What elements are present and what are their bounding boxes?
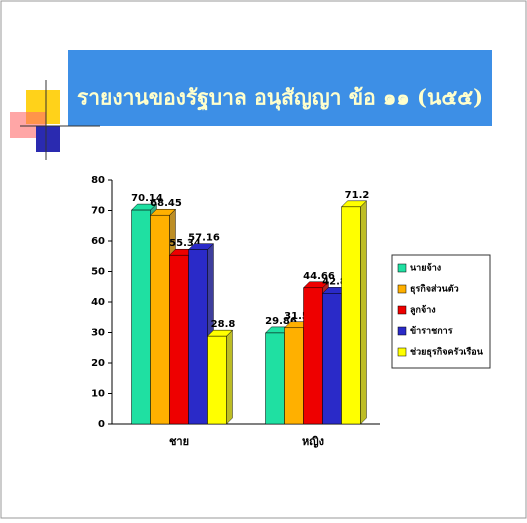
value-label: 31.55 — [284, 311, 316, 322]
legend-swatch — [397, 263, 407, 273]
y-tick-label: 70 — [91, 206, 105, 217]
legend-label: ช่วยธุรกิจครัวเรือน — [410, 346, 484, 358]
bar — [322, 293, 342, 425]
legend-swatch — [397, 347, 407, 357]
value-label: 68.45 — [150, 198, 182, 209]
y-tick-label: 50 — [91, 267, 105, 278]
bar — [303, 287, 323, 425]
y-tick-label: 0 — [98, 419, 105, 430]
legend-label: ธุรกิจส่วนตัว — [410, 284, 459, 295]
bar — [188, 249, 208, 425]
bar — [207, 335, 227, 425]
value-label: 57.16 — [188, 233, 220, 244]
legend-swatch — [397, 326, 407, 336]
legend — [391, 254, 491, 369]
value-label: 29.86 — [265, 316, 297, 327]
bar — [169, 254, 189, 425]
value-label: 55.34 — [169, 238, 201, 249]
value-label: 71.2 — [345, 190, 370, 201]
value-label: 42.84 — [322, 276, 354, 287]
bar — [284, 327, 304, 425]
legend-swatch — [397, 284, 407, 294]
y-tick-label: 20 — [91, 358, 105, 369]
y-tick-label: 60 — [91, 236, 105, 247]
value-label: 44.66 — [303, 271, 335, 282]
legend-label: ข้าราชการ — [410, 326, 453, 337]
title-banner — [68, 50, 492, 126]
x-tick-label: ชาย — [169, 435, 189, 448]
bar — [150, 214, 170, 425]
bar-side — [360, 200, 367, 425]
y-tick-label: 10 — [91, 389, 105, 400]
y-tick-label: 40 — [91, 297, 105, 308]
bar-side — [226, 329, 233, 425]
y-tick-label: 80 — [91, 175, 105, 186]
y-tick-label: 30 — [91, 328, 105, 339]
deco-blue — [36, 126, 60, 152]
bar — [341, 206, 361, 425]
legend-label: นายจ้าง — [410, 263, 441, 274]
legend-swatch — [397, 305, 407, 315]
x-tick-label: หญิง — [302, 435, 324, 448]
bar — [265, 332, 285, 425]
legend-label: ลูกจ้าง — [410, 305, 436, 316]
value-label: 70.14 — [131, 193, 163, 204]
bar — [131, 209, 151, 425]
chart-title: รายงานของรัฐบาล อนุสัญญา ข้อ ๑๑ (น๕๕) — [77, 85, 483, 112]
value-label: 28.8 — [211, 319, 236, 330]
